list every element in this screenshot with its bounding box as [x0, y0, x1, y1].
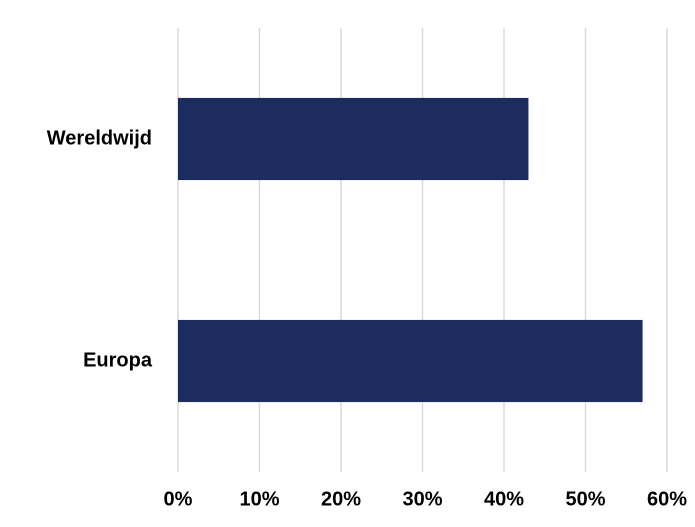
x-tick-label: 0% [164, 488, 193, 510]
bar-europa [178, 319, 643, 403]
x-tick-label: 10% [239, 488, 279, 510]
category-label-wereldwijd: Wereldwijd [47, 127, 152, 149]
category-labels: Wereldwijd Europa [47, 127, 153, 371]
x-tick-label: 40% [484, 488, 524, 510]
bar-wereldwijd [178, 97, 529, 181]
x-tick-label: 20% [321, 488, 361, 510]
x-tick-label: 30% [402, 488, 442, 510]
bars [178, 97, 643, 403]
gridlines [177, 28, 668, 472]
x-tick-label: 60% [647, 488, 687, 510]
x-tick-label: 50% [565, 488, 605, 510]
x-axis-tick-labels: 0% 10% 20% 30% 40% 50% 60% [164, 488, 688, 510]
category-label-europa: Europa [83, 349, 153, 371]
